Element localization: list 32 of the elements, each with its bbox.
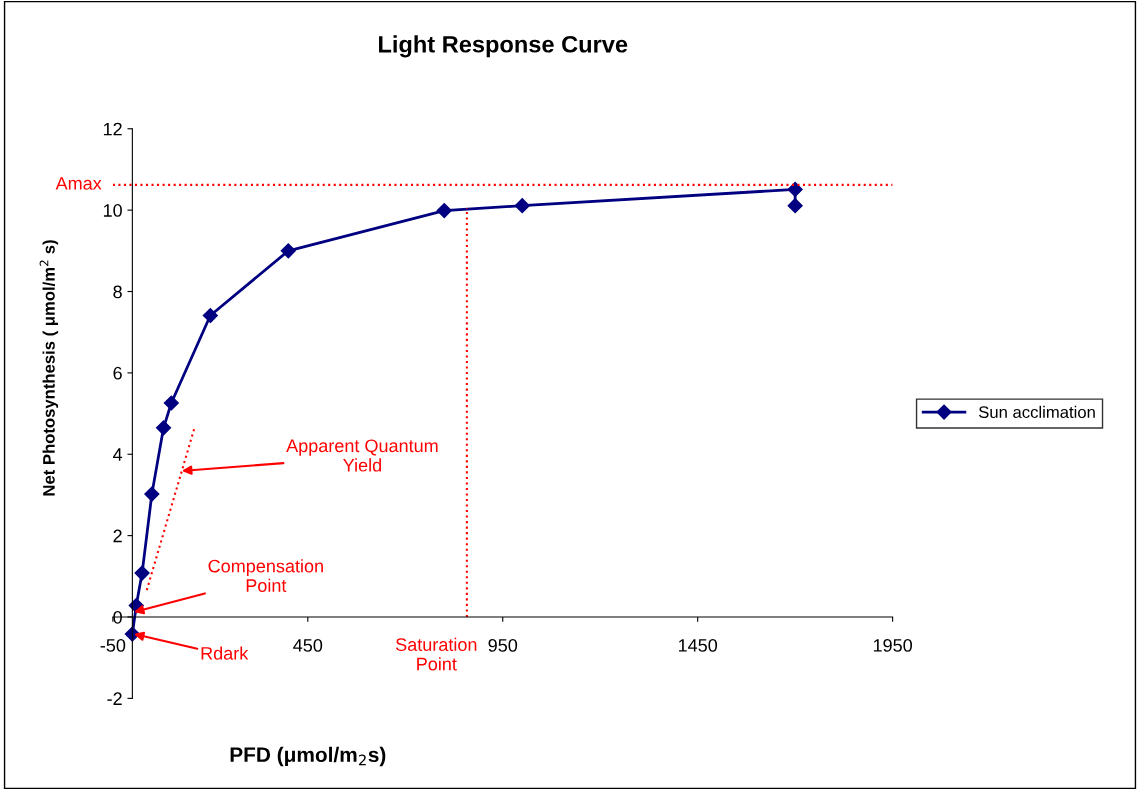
y-tick-label: 4 <box>113 448 123 461</box>
point <box>134 565 150 581</box>
x-tick-label: 950 <box>488 638 518 652</box>
x-tick-label: 1950 <box>873 638 912 652</box>
y-tick-label: 6 <box>113 366 122 380</box>
point <box>436 202 452 219</box>
annotation: Compensation Point <box>208 559 323 592</box>
point <box>280 243 296 259</box>
annotation: Saturation Point <box>395 637 477 671</box>
y-tick-label: -2 <box>107 692 122 705</box>
annotation: Rdark <box>201 646 249 660</box>
ref-line-label: Amax <box>55 177 102 190</box>
point <box>787 181 803 197</box>
y-axis-title: Net Photosynthesis ( μmol/m$^{2}$ s) <box>39 240 59 496</box>
annotation: Apparent Quantum Yield <box>286 439 438 472</box>
x-tick-label: 1450 <box>678 638 718 652</box>
y-tick-label: 10 <box>103 204 122 217</box>
point <box>163 395 179 411</box>
point <box>514 198 530 214</box>
legend-label: Sun acclimation <box>978 405 1095 419</box>
point <box>155 420 172 436</box>
point <box>202 307 218 324</box>
x-tick-label: -50 <box>100 638 126 652</box>
chart-title: Light Response Curve <box>379 35 628 58</box>
y-tick-label: 12 <box>103 122 122 136</box>
point <box>144 486 160 502</box>
y-tick-label: 8 <box>113 285 122 299</box>
point <box>787 198 803 214</box>
x-tick-label: 450 <box>293 638 323 652</box>
y-tick-label: 0 <box>113 610 122 624</box>
x-axis-title: PFD (μmol/m$_{2}$s) <box>230 746 386 767</box>
y-tick-label: 2 <box>113 529 122 543</box>
